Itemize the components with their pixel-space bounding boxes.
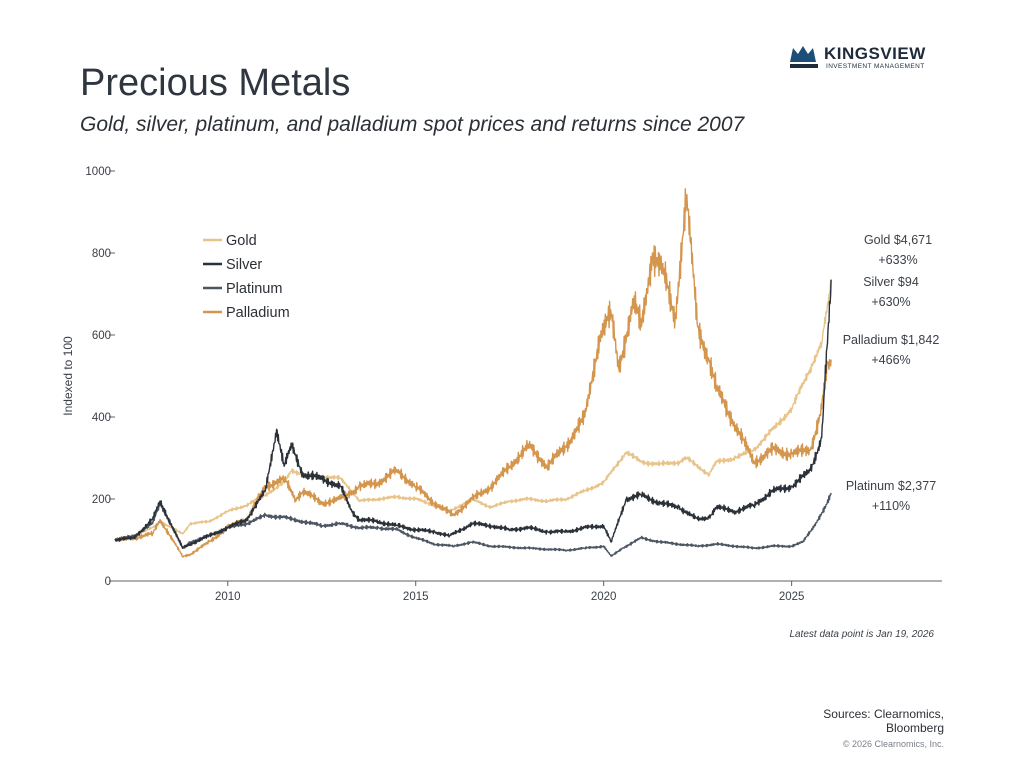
brand-tagline: INVESTMENT MANAGEMENT [826, 63, 925, 70]
y-tick-label: 200 [92, 494, 111, 506]
annotation-return-platinum: +110% [872, 499, 910, 513]
x-tick-label: 2025 [779, 591, 805, 603]
legend-label-palladium: Palladium [226, 305, 290, 321]
annotation-label-platinum: Platinum $2,377 [846, 479, 936, 493]
y-axis-label: Indexed to 100 [61, 336, 75, 416]
y-tick-label: 0 [105, 576, 111, 588]
page-subtitle: Gold, silver, platinum, and palladium sp… [80, 113, 745, 136]
y-tick-label: 800 [92, 248, 111, 260]
annotation-label-silver: Silver $94 [863, 275, 919, 289]
legend-label-silver: Silver [226, 257, 262, 273]
annotation-label-palladium: Palladium $1,842 [843, 333, 940, 347]
x-tick-label: 2020 [591, 591, 617, 603]
page-title: Precious Metals [80, 62, 351, 104]
x-tick-label: 2015 [403, 591, 429, 603]
legend-label-platinum: Platinum [226, 281, 282, 297]
annotation-return-silver: +630% [871, 295, 910, 309]
y-tick-label: 1000 [85, 166, 111, 178]
y-tick-label: 400 [92, 412, 111, 424]
copyright-note: © 2026 Clearnomics, Inc. [842, 739, 944, 749]
legend-label-gold: Gold [226, 233, 257, 249]
y-tick-label: 600 [92, 330, 111, 342]
brand-name: KINGSVIEW [824, 44, 926, 63]
sources-note: Sources: Clearnomics, Bloomberg [823, 707, 944, 735]
latest-data-note: Latest data point is Jan 19, 2026 [789, 629, 934, 640]
kingsview-logo-icon [790, 46, 818, 68]
annotation-return-palladium: +466% [871, 353, 910, 367]
series-line-silver [114, 279, 832, 549]
annotation-return-gold: +633% [878, 253, 917, 267]
series-line-palladium [114, 188, 832, 558]
annotation-label-gold: Gold $4,671 [864, 233, 932, 247]
series-line-platinum [114, 492, 832, 558]
x-tick-label: 2010 [215, 591, 241, 603]
series-line-gold [114, 279, 832, 542]
